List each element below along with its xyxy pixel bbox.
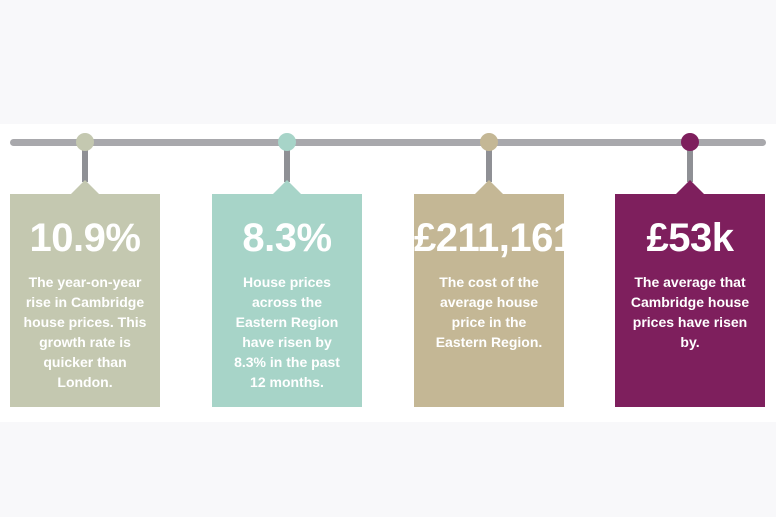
stat-description-4: The average that Cambridge house prices … (630, 274, 750, 350)
stat-card-1: 10.9% The year-on-year rise in Cambridge… (10, 194, 160, 407)
timeline-dot-2 (278, 133, 296, 151)
card-notch-3 (475, 180, 503, 194)
timeline-rail (10, 139, 766, 146)
stat-value-3: £211,161 (414, 216, 575, 260)
stat-value-2: 8.3% (242, 216, 332, 260)
timeline-dot-4 (681, 133, 699, 151)
stat-description-1: The year-on-year rise in Cambridge house… (23, 274, 147, 390)
stat-value-4: £53k (646, 216, 734, 260)
timeline-dot-1 (76, 133, 94, 151)
hanger-stem-4 (687, 146, 693, 182)
stat-card-2: 8.3% House prices across the Eastern Reg… (212, 194, 362, 407)
stat-card-3: £211,161 The cost of the average house p… (414, 194, 575, 407)
hanger-stem-3 (486, 146, 492, 182)
card-notch-4 (676, 180, 704, 194)
timeline-dot-3 (480, 133, 498, 151)
hanger-stem-1 (82, 146, 88, 182)
hanger-stem-2 (284, 146, 290, 182)
stat-description-2: House prices across the Eastern Region h… (234, 274, 340, 390)
card-notch-1 (71, 180, 99, 194)
stat-card-4: £53k The average that Cambridge house pr… (615, 194, 765, 407)
stat-value-1: 10.9% (29, 216, 141, 260)
stat-description-3: The cost of the average house price in t… (435, 274, 543, 350)
card-notch-2 (273, 180, 301, 194)
